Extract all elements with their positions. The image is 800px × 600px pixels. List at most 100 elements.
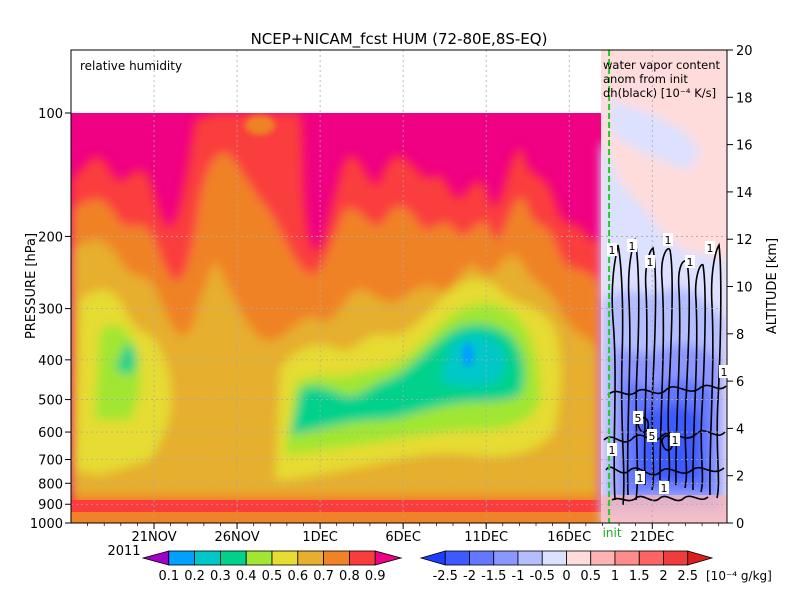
rh-spot-moist: [245, 115, 275, 135]
contour-label-bg: [659, 481, 669, 494]
contour-label: 1: [661, 482, 668, 495]
contour-label: 1: [647, 256, 654, 269]
wv-colorbar-label: 1: [611, 569, 619, 584]
contour-label-bg: [663, 233, 673, 246]
right-panel-label-line-3: dh(black) [10⁻⁴ K/s]: [603, 86, 716, 100]
x-tick-label: 1DEC: [302, 530, 338, 545]
x-tick-label: 21DEC: [630, 530, 674, 545]
y2-tick-label: 12: [736, 233, 753, 248]
y2-tick-label: 10: [736, 281, 753, 296]
contour-label: 1: [665, 234, 672, 247]
rh-colorbar-swatch: [219, 550, 247, 566]
wv-colorbar-label: 0.5: [580, 569, 601, 584]
y-axis-label: PRESSURE [hPa]: [24, 233, 39, 339]
rh-colorbar-swatch: [271, 550, 299, 566]
dh-contour: [709, 242, 722, 499]
dh-contour: [643, 246, 657, 491]
rh-colorbar-label: 0.5: [262, 569, 283, 584]
x-tick-label: 21NOV: [131, 530, 176, 545]
rh-surface-layer: [71, 512, 601, 523]
contour-label-bg: [685, 255, 695, 268]
wv-colorbar-swatch: [638, 550, 664, 566]
rh-colorbar-label: 0.6: [287, 569, 308, 584]
y2-tick-label: 20: [736, 44, 753, 59]
y2-tick-label: 0: [736, 517, 744, 532]
y-tick-label: 700: [38, 453, 63, 468]
wv-colorbar-swatch: [614, 550, 640, 566]
rh-above-100hpa: [71, 50, 601, 113]
x-tick-label: 6DEC: [385, 530, 421, 545]
contour-label: 1: [609, 444, 616, 457]
wv-colorbar-label: 0: [562, 569, 570, 584]
wv-colorbar-label: 1.5: [629, 569, 650, 584]
wv-colorbar-swatch: [687, 550, 714, 566]
dh-contour: [603, 430, 726, 443]
wv-colorbar-label: 2.5: [677, 569, 698, 584]
contour-label-bg: [719, 365, 729, 378]
dh-contour: [659, 248, 674, 486]
dh-contour: [611, 495, 709, 502]
y2-tick-label: 14: [736, 186, 753, 201]
contour-label: 1: [672, 434, 679, 447]
y2-axis-label: ALTITUDE [km]: [765, 238, 780, 334]
wv-colorbar-swatch: [541, 550, 567, 566]
wv-anomaly-field: [601, 50, 727, 523]
y-tick-label: 600: [38, 426, 63, 441]
x-year-label: 2011: [107, 544, 140, 559]
x-tick-label: 16DEC: [547, 530, 591, 545]
rh-colorbar-label: 0.1: [158, 569, 179, 584]
dh-contour: [605, 466, 725, 476]
wv-colorbar-label: -2.5: [433, 569, 458, 584]
rh-colorbar-swatch: [348, 550, 376, 566]
rh-colorbar-label: 0.3: [210, 569, 231, 584]
rh-colorbar-label: 0.9: [365, 569, 386, 584]
dh-contour: [607, 384, 727, 396]
contour-label: 1: [707, 242, 714, 255]
wv-colorbar-label: -0.5: [530, 569, 555, 584]
rh-colorbar-label: 0.8: [339, 569, 360, 584]
y-tick-label: 900: [38, 498, 63, 513]
dh-contour: [692, 263, 707, 493]
wv-colorbar-swatch: [469, 550, 495, 566]
right-panel-label-line-2: anom from init: [603, 72, 688, 86]
pressure-axis: 100 200 300 400 500 600 700 800 900 1000: [30, 107, 71, 532]
contour-label: 5: [635, 412, 642, 425]
contour-label-bg: [645, 255, 655, 268]
wv-colorbar-unit: [10⁻⁴ g/kg]: [706, 569, 772, 583]
y2-tick-label: 4: [736, 422, 744, 437]
time-axis: 21NOV 26NOV 1DEC 6DEC 11DEC 16DEC 21DEC: [87, 523, 720, 545]
wv-colorbar: -2.5 -2 -1.5 -1 -0.5 0 0.5 1 1.5 2 2.5: [419, 550, 714, 584]
rh-colorbar-label: 0.7: [313, 569, 334, 584]
wv-colorbar-swatch: [663, 550, 689, 566]
y-tick-label: 800: [38, 477, 63, 492]
y2-tick-label: 8: [736, 328, 744, 343]
rh-colorbar-swatch: [168, 550, 196, 566]
x-tick-label: 26NOV: [214, 530, 259, 545]
left-panel-label: relative humidity: [80, 59, 182, 73]
rh-colorbar-swatch: [323, 550, 350, 566]
y2-tick-label: 18: [736, 91, 753, 106]
contour-label: 1: [687, 256, 694, 269]
contour-label: 5: [649, 430, 656, 443]
rh-band-04: [115, 323, 525, 435]
contour-label-bg: [635, 471, 645, 484]
rh-colorbar-swatch: [194, 550, 221, 566]
x-tick-label: 11DEC: [464, 530, 508, 545]
rh-colorbar-swatch: [297, 550, 324, 566]
y-tick-label: 100: [38, 107, 63, 122]
contour-label-bg: [607, 443, 617, 456]
dh-contour: [611, 244, 625, 506]
wv-colorbar-swatch: [517, 550, 543, 566]
rh-colorbar-swatch: [374, 550, 403, 566]
contour-label-bg: [627, 239, 637, 252]
rh-spot-dry: [462, 343, 474, 367]
contour-label-bg: [607, 243, 617, 256]
grid-lines: [71, 50, 727, 523]
contour-label-bg: [670, 433, 680, 446]
wv-colorbar-label: -2: [463, 569, 476, 584]
rh-colorbar-swatch: [141, 550, 170, 566]
y2-tick-label: 2: [736, 470, 744, 485]
wv-colorbar-swatch: [566, 550, 592, 566]
contour-label: 1: [637, 472, 644, 485]
